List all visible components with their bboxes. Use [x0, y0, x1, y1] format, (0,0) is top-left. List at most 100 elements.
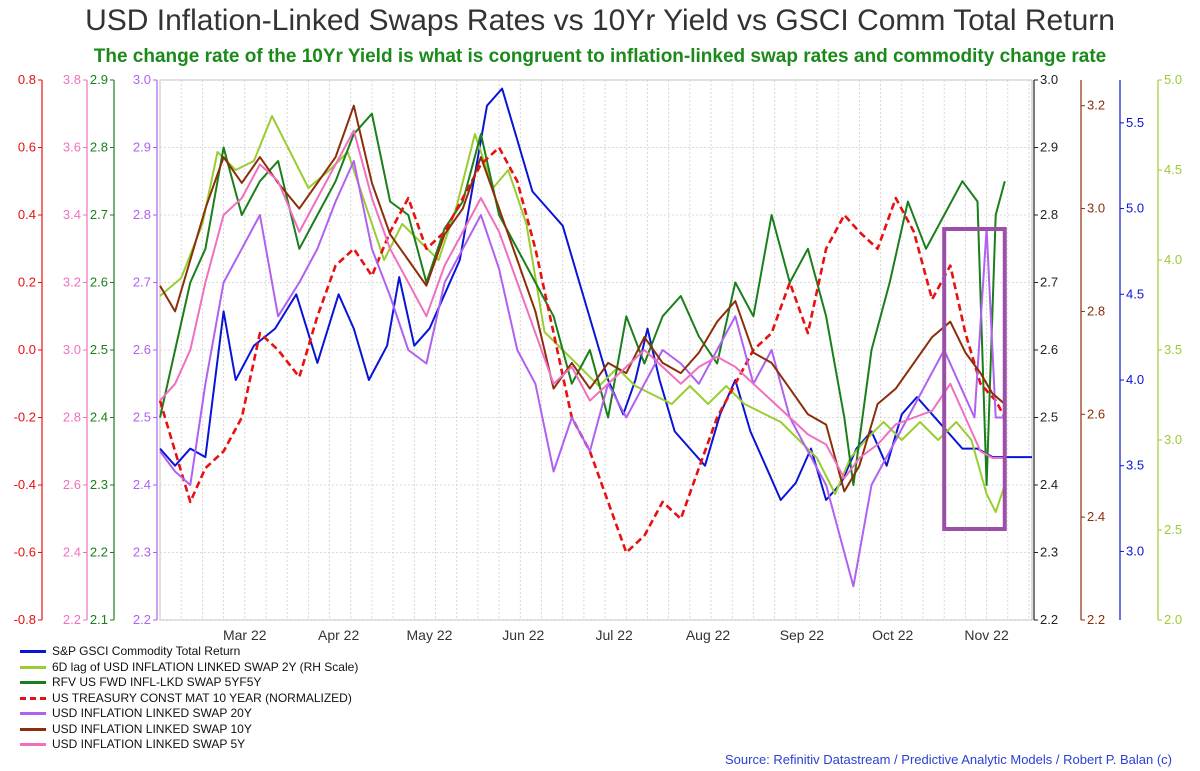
y-tick-label: -0.4	[14, 477, 36, 492]
legend-swatch	[20, 712, 46, 716]
x-tick-label: Jul 22	[595, 627, 633, 643]
y-tick-label: 2.9	[90, 72, 108, 87]
y-tick-label: 2.7	[90, 207, 108, 222]
series-line-2	[159, 112, 1006, 486]
y-tick-label: -0.2	[14, 410, 36, 425]
y-tick-label: 3.4	[63, 207, 81, 222]
series-line-4	[159, 160, 1005, 588]
y-tick-label: 3.2	[63, 275, 81, 290]
y-tick-label: 2.3	[133, 545, 151, 560]
x-tick-label: Mar 22	[223, 627, 267, 643]
y-tick-label: 2.3	[90, 477, 108, 492]
y-tick-label: 2.9	[1040, 140, 1058, 155]
x-tick-label: Oct 22	[872, 627, 913, 643]
y-tick-label: 2.7	[133, 275, 151, 290]
y-tick-label: 2.6	[90, 275, 108, 290]
legend-label: S&P GSCI Commodity Total Return	[52, 644, 241, 658]
series-line-6	[159, 129, 1005, 480]
legend-label: USD INFLATION LINKED SWAP 5Y	[52, 737, 246, 751]
legend-swatch	[20, 665, 46, 669]
y-tick-label: 2.6	[133, 342, 151, 357]
y-tick-label: 5.5	[1126, 115, 1144, 130]
x-tick-label: Apr 22	[318, 627, 359, 643]
y-tick-label: 2.8	[133, 207, 151, 222]
y-tick-label: 2.0	[1164, 612, 1182, 627]
legend-label: USD INFLATION LINKED SWAP 10Y	[52, 721, 252, 736]
x-tick-label: May 22	[407, 627, 453, 643]
y-tick-label: 2.4	[1040, 477, 1058, 492]
y-tick-label: 2.2	[1087, 612, 1105, 627]
legend-label: US TREASURY CONST MAT 10 YEAR (NORMALIZE…	[52, 690, 352, 705]
x-tick-layer: Mar 22 Apr 22 May 22 Jun 22 Jul 22 Aug 22 Sep …	[223, 627, 1009, 643]
y-tick-label: 3.5	[1164, 342, 1182, 357]
legend-item: USD INFLATION LINKED SWAP 10Y	[20, 722, 358, 738]
y-tick-label: 2.8	[63, 410, 81, 425]
y-tick-label: 2.2	[63, 612, 81, 627]
legend-swatch	[20, 727, 46, 731]
grid-layer	[159, 79, 1033, 621]
series-line-1	[159, 115, 1006, 513]
legend-item: US TREASURY CONST MAT 10 YEAR (NORMALIZE…	[20, 691, 358, 707]
y-tick-label: 2.6	[1040, 342, 1058, 357]
legend-swatch	[20, 743, 46, 747]
legend-item: USD INFLATION LINKED SWAP 5Y	[20, 737, 358, 753]
y-tick-label: 2.5	[1164, 522, 1182, 537]
y-tick-label: 2.9	[133, 140, 151, 155]
annotation-layer	[942, 227, 1007, 531]
y-tick-label: 3.0	[1126, 543, 1144, 558]
legend-label: RFV US FWD INFL-LKD SWAP 5YF5Y	[52, 675, 262, 689]
legend-item: S&P GSCI Commodity Total Return	[20, 644, 358, 660]
legend-item: RFV US FWD INFL-LKD SWAP 5YF5Y	[20, 675, 358, 691]
y-tick-label: 2.3	[1040, 545, 1058, 560]
highlight-box	[942, 227, 1007, 531]
series-line-5	[159, 104, 1006, 493]
legend-label: 6D lag of USD INFLATION LINKED SWAP 2Y (…	[52, 659, 359, 674]
y-tick-label: 3.0	[133, 72, 151, 87]
series-line-0	[159, 87, 1032, 501]
y-tick-label: 4.0	[1126, 372, 1144, 387]
y-tick-label: 2.4	[63, 545, 81, 560]
y-tick-label: 2.4	[1087, 509, 1105, 524]
x-tick-label: Jun 22	[502, 627, 544, 643]
y-tick-label: 0.2	[18, 275, 36, 290]
y-tick-label: 3.0	[1164, 432, 1182, 447]
y-tick-label: 3.5	[1126, 458, 1144, 473]
y-tick-label: 2.5	[133, 410, 151, 425]
y-tick-label: 3.8	[63, 72, 81, 87]
y-tick-label: 2.5	[90, 342, 108, 357]
source-credit: Source: Refinitiv Datastream / Predictiv…	[724, 752, 1172, 767]
x-tick-label: Sep 22	[780, 627, 825, 643]
y-tick-label: 0.4	[18, 207, 36, 222]
chart-title: USD Inflation-Linked Swaps Rates vs 10Yr…	[85, 4, 1115, 37]
y-tick-label: -0.8	[14, 612, 36, 627]
y-tick-label: 2.6	[1087, 406, 1105, 421]
y-tick-label: 2.2	[90, 545, 108, 560]
y-tick-label: 2.1	[90, 612, 108, 627]
y-tick-label: 4.5	[1126, 286, 1144, 301]
y-tick-label: 3.0	[1087, 201, 1105, 216]
y-tick-label: 2.7	[1040, 275, 1058, 290]
y-tick-label: 3.6	[63, 140, 81, 155]
y-tick-label: 4.0	[1164, 252, 1182, 267]
series-layer	[158, 87, 1032, 588]
series-line-3	[158, 146, 1006, 554]
y-tick-label: 2.4	[90, 410, 108, 425]
legend-swatch	[20, 681, 46, 685]
y-tick-label: 3.2	[1087, 98, 1105, 113]
y-tick-label: 0.0	[18, 342, 36, 357]
y-tick-label: 3.0	[63, 342, 81, 357]
y-tick-label: 5.0	[1164, 72, 1182, 87]
y-tick-label: 2.2	[1040, 612, 1058, 627]
legend-label: USD INFLATION LINKED SWAP 20Y	[52, 706, 252, 720]
chart-subtitle: The change rate of the 10Yr Yield is wha…	[93, 46, 1107, 67]
y-tick-label: 4.5	[1164, 162, 1182, 177]
x-tick-label: Nov 22	[964, 627, 1009, 643]
y-tick-label: -0.6	[14, 545, 36, 560]
legend-swatch	[20, 696, 46, 700]
y-tick-label: 2.8	[1040, 207, 1058, 222]
y-tick-label: 5.0	[1126, 201, 1144, 216]
y-tick-label: 0.8	[18, 72, 36, 87]
y-tick-label: 2.8	[90, 140, 108, 155]
y-tick-label: 2.6	[63, 477, 81, 492]
